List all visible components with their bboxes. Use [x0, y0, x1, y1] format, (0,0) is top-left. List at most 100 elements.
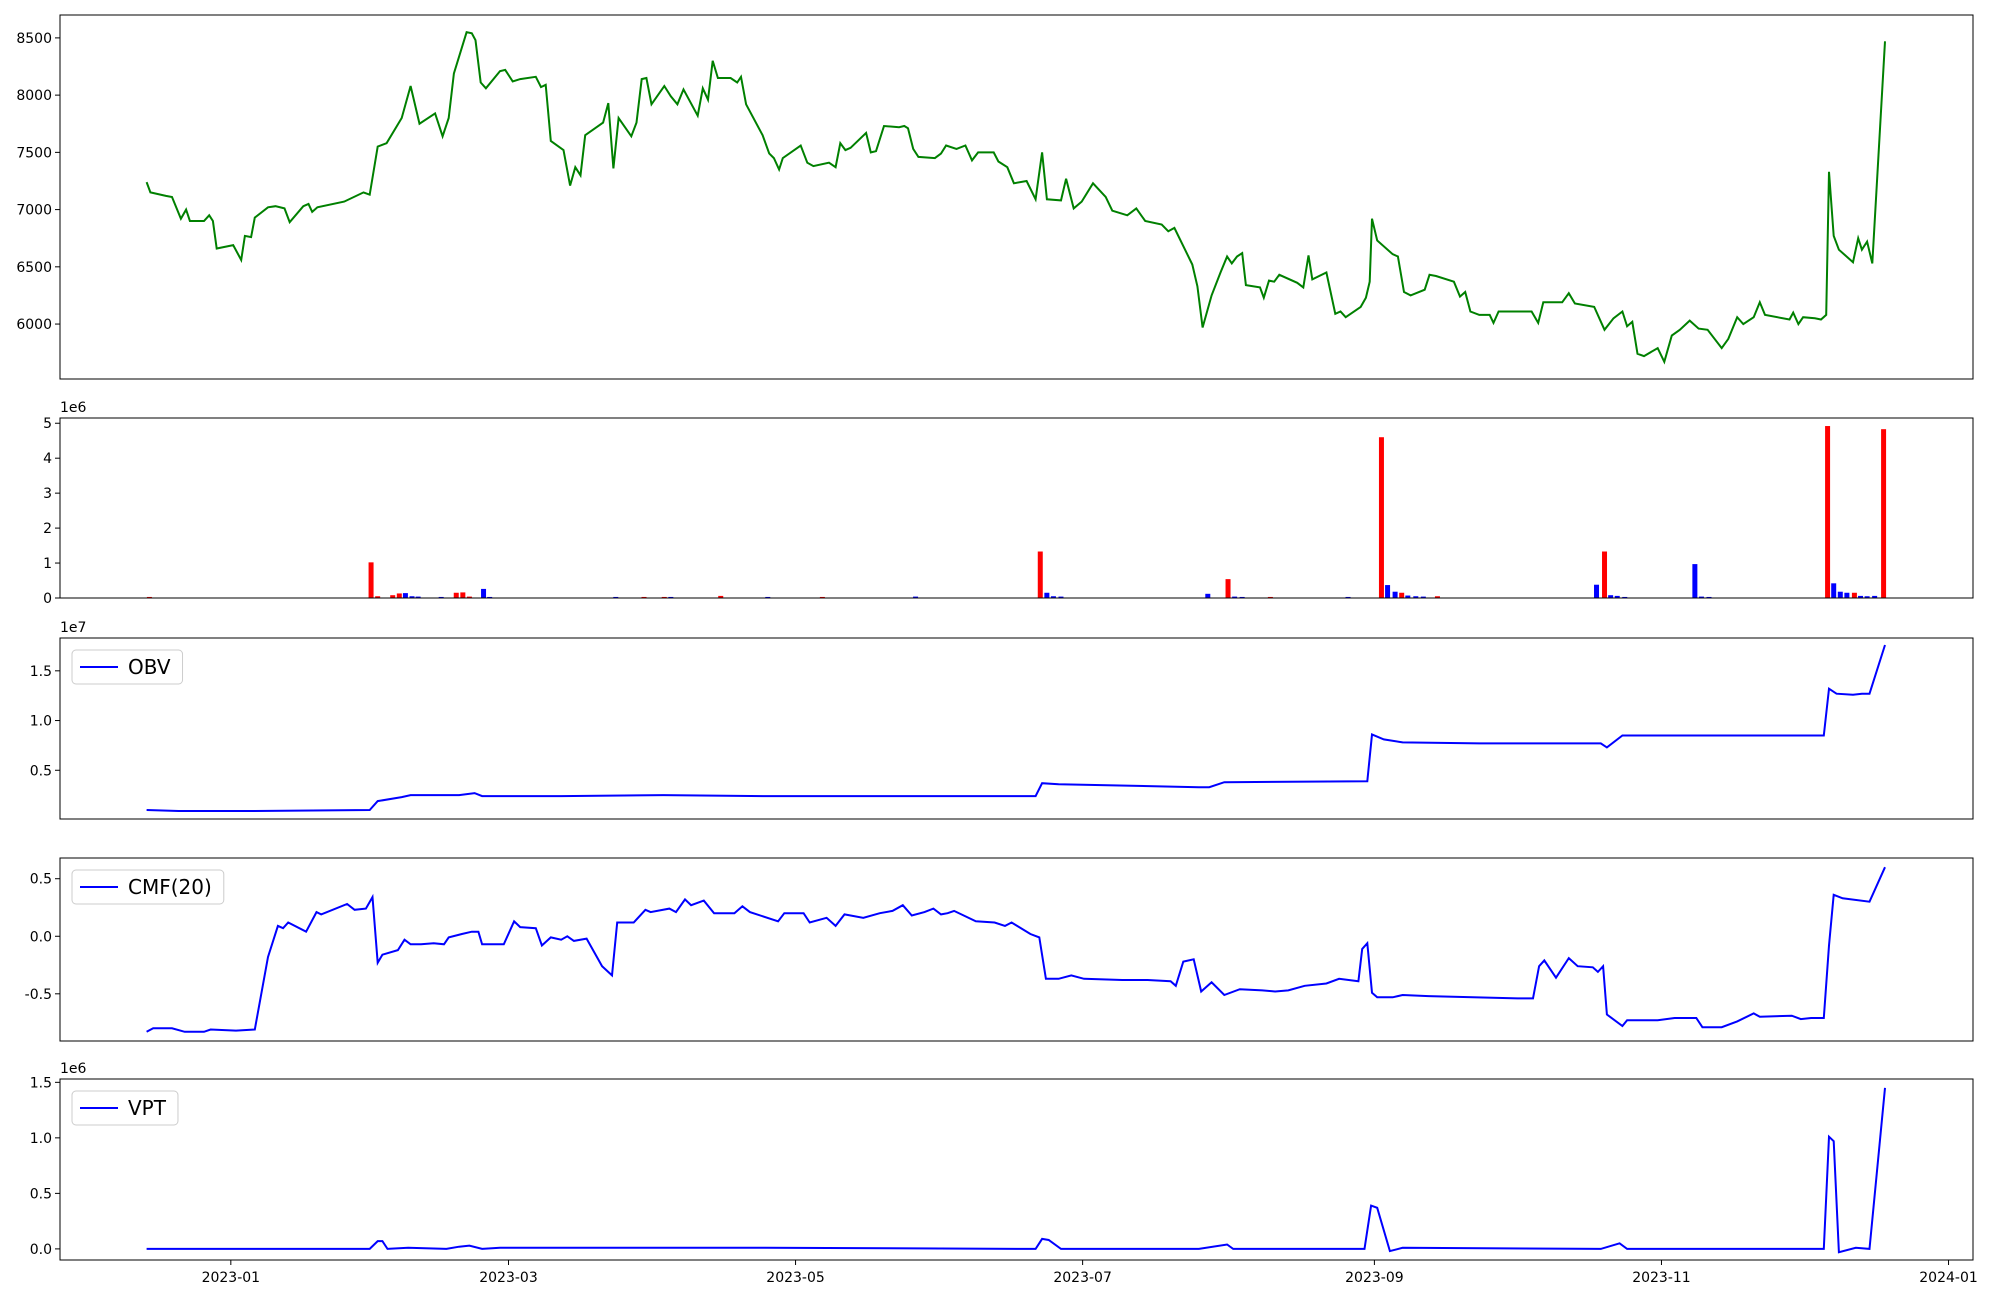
y-tick-label: 2 [43, 521, 52, 537]
bar [1405, 595, 1411, 598]
axes-frame [59, 14, 1974, 380]
bar [487, 596, 493, 598]
y-tick-label: 0.5 [30, 872, 52, 888]
offset-label: 1e6 [60, 400, 87, 416]
bar [1225, 579, 1231, 598]
y-tick-label: 0 [43, 591, 52, 607]
bar [1420, 596, 1426, 598]
bar [1037, 551, 1043, 598]
bar [1844, 592, 1850, 598]
bar [668, 596, 674, 598]
bar [718, 595, 724, 598]
y-tick-label: 6000 [16, 317, 52, 333]
x-tick-label: 2023-07 [1053, 1270, 1112, 1286]
bar [1044, 592, 1050, 598]
legend: VPT [71, 1090, 179, 1126]
y-tick-label: 6500 [16, 260, 52, 276]
bar [1864, 596, 1870, 598]
bar [1825, 426, 1831, 598]
axes-frame [59, 637, 1974, 820]
bar [481, 588, 487, 598]
bar [819, 596, 825, 598]
bar [1399, 592, 1405, 598]
bar [1614, 595, 1620, 598]
bar [375, 596, 381, 598]
bar [466, 596, 472, 598]
y-tick-label: 1.0 [30, 1131, 52, 1147]
y-tick-label: 0.0 [30, 1242, 52, 1258]
bar [1881, 429, 1887, 598]
bar [1392, 591, 1398, 598]
y-tick-label: 3 [43, 486, 52, 502]
y-tick-label: 0.0 [30, 929, 52, 945]
bar [765, 596, 771, 598]
y-tick-label: 1.0 [30, 714, 52, 730]
x-tick-label: 2023-05 [766, 1270, 825, 1286]
bar [1706, 596, 1712, 598]
y-tick-label: -0.5 [25, 987, 52, 1003]
legend-label: VPT [128, 1096, 167, 1120]
bar [1837, 591, 1843, 598]
bar [460, 592, 466, 598]
bar [1267, 596, 1273, 598]
bar [613, 596, 619, 598]
legend-box [71, 649, 184, 685]
y-tick-label: 0.5 [30, 763, 52, 779]
bar [1594, 584, 1600, 598]
bar [146, 596, 152, 598]
line-series [146, 1087, 1886, 1254]
x-tick-label: 2024-01 [1919, 1270, 1978, 1286]
legend-box [71, 869, 225, 905]
bar [1205, 593, 1211, 598]
y-tick-label: 1 [43, 556, 52, 572]
bar [1858, 595, 1864, 598]
line-series [145, 31, 1886, 365]
bar [368, 562, 374, 598]
x-tick-label: 2023-01 [202, 1270, 261, 1286]
bar [1050, 596, 1056, 598]
y-tick-label: 7500 [16, 145, 52, 161]
legend-label: CMF(20) [128, 875, 212, 899]
bar [1872, 595, 1878, 598]
offset-label: 1e6 [60, 1061, 87, 1077]
y-tick-label: 7000 [16, 203, 52, 219]
bar [1378, 437, 1384, 598]
bar [438, 596, 444, 598]
bar [661, 596, 667, 598]
bar [913, 596, 919, 598]
x-tick-label: 2023-11 [1632, 1270, 1691, 1286]
axes-frame [59, 1078, 1974, 1261]
axes-frame [59, 417, 1974, 599]
y-tick-label: 8000 [16, 88, 52, 104]
bar [1698, 596, 1704, 598]
bar [396, 593, 402, 598]
bar [641, 596, 647, 598]
x-tick-label: 2023-03 [479, 1270, 538, 1286]
bar [453, 592, 459, 598]
line-series [146, 866, 1886, 1033]
bar [1622, 596, 1628, 598]
bar [402, 593, 408, 598]
offset-label: 1e7 [60, 620, 86, 636]
y-tick-label: 1.5 [30, 664, 52, 680]
y-tick-label: 0.5 [30, 1186, 52, 1202]
x-tick-label: 2023-09 [1345, 1270, 1404, 1286]
bar [1413, 596, 1419, 598]
bar [1239, 596, 1245, 598]
bar [1692, 564, 1698, 598]
bar [1058, 596, 1064, 598]
legend: CMF(20) [71, 869, 225, 905]
bar [1345, 596, 1351, 598]
bar [1831, 583, 1837, 598]
bar [409, 596, 415, 598]
legend: OBV [71, 649, 184, 685]
bar [1602, 551, 1608, 598]
bar [1434, 596, 1440, 598]
bar [1385, 585, 1391, 598]
y-tick-label: 4 [43, 451, 52, 467]
legend-box [71, 1090, 179, 1126]
y-tick-label: 5 [43, 416, 52, 432]
bar [1851, 592, 1857, 598]
y-tick-label: 1.5 [30, 1075, 52, 1091]
